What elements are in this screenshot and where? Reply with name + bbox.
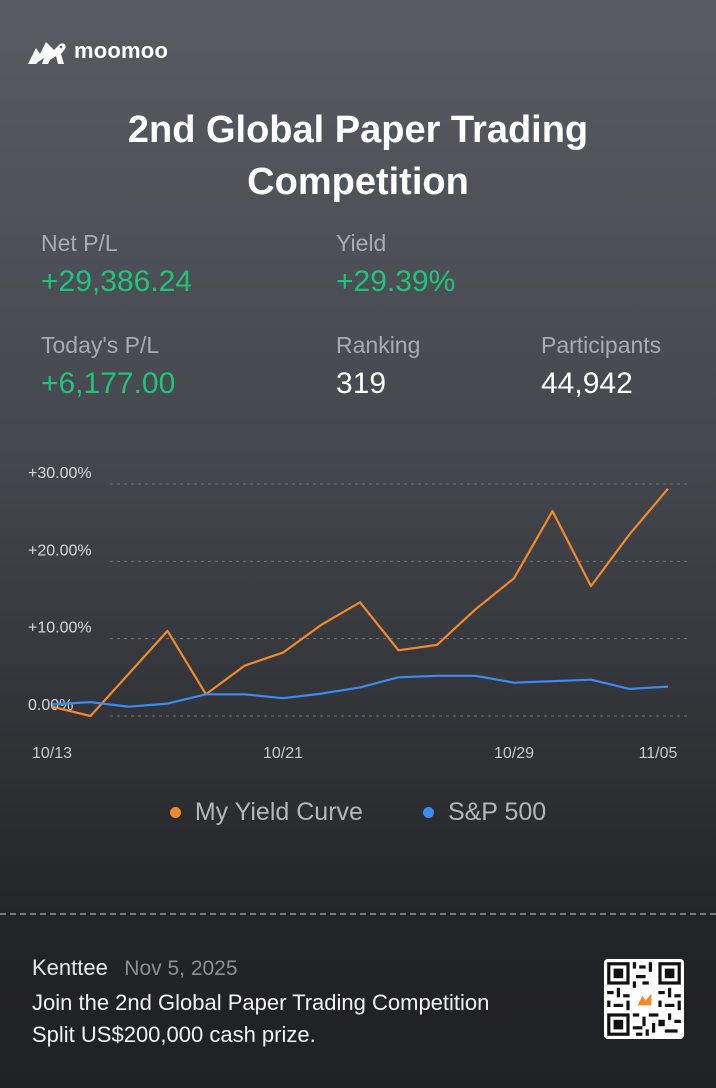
- participants-label: Participants: [541, 332, 662, 358]
- legend-item-sp500: S&P 500: [422, 798, 547, 827]
- net-pl-stat: Net P/L +29,386.24: [41, 228, 192, 302]
- post-date: Nov 5, 2025: [124, 957, 238, 980]
- legend-label-my-yield: My Yield Curve: [194, 798, 363, 826]
- y-tick-label: +10.00%: [28, 620, 92, 637]
- yield-value: +29.39%: [336, 265, 456, 298]
- legend-label-sp500: S&P 500: [447, 798, 547, 826]
- x-tick-label: 10/21: [263, 745, 303, 762]
- blue-dot-icon: [422, 807, 434, 818]
- ranking-label: Ranking: [336, 332, 421, 358]
- y-tick-label: +30.00%: [28, 465, 92, 482]
- sp500-line: [51, 674, 669, 708]
- participants-value: 44,942: [541, 367, 633, 400]
- yield-label: Yield: [336, 230, 387, 256]
- x-tick-label: 10/13: [32, 745, 72, 762]
- y-tick-label: 0.00%: [28, 697, 73, 714]
- qr-code-icon[interactable]: [604, 959, 684, 1039]
- today-pl-value: +6,177.00: [41, 367, 176, 400]
- chart-legend: My Yield Curve S&P 500: [0, 798, 716, 827]
- brand-name: moomoo: [74, 38, 169, 63]
- promo-line-2: Split US$200,000 cash prize.: [32, 1022, 316, 1047]
- moomoo-logo-icon: [28, 42, 66, 64]
- legend-item-my-yield: My Yield Curve: [169, 798, 363, 827]
- x-tick-label: 10/29: [494, 745, 534, 762]
- net-pl-label: Net P/L: [41, 230, 118, 256]
- today-pl-label: Today's P/L: [41, 332, 160, 358]
- net-pl-value: +29,386.24: [41, 265, 192, 298]
- dashed-divider: [0, 913, 716, 915]
- footer: Kenttee Nov 5, 2025 Join the 2nd Global …: [32, 955, 489, 1051]
- ranking-stat: Ranking 319: [336, 330, 420, 404]
- participants-stat: Participants 44,942: [541, 330, 661, 404]
- orange-dot-icon: [169, 807, 181, 818]
- yield-chart: +30.00% +20.00% +10.00% 0.00% 10/13 10/21 10/2…: [28, 465, 690, 762]
- yield-stat: Yield +29.39%: [336, 228, 455, 302]
- my-yield-line: [51, 487, 669, 718]
- ranking-value: 319: [336, 367, 387, 400]
- today-pl-stat: Today's P/L +6,177.00: [41, 330, 175, 404]
- brand: moomoo: [26, 36, 168, 66]
- x-tick-label: 11/05: [639, 745, 678, 762]
- y-tick-label: +20.00%: [28, 542, 92, 559]
- username: Kenttee: [32, 955, 108, 980]
- promo-line-1: Join the 2nd Global Paper Trading Compet…: [32, 990, 490, 1015]
- page-title: 2nd Global Paper Trading Competition: [127, 109, 589, 203]
